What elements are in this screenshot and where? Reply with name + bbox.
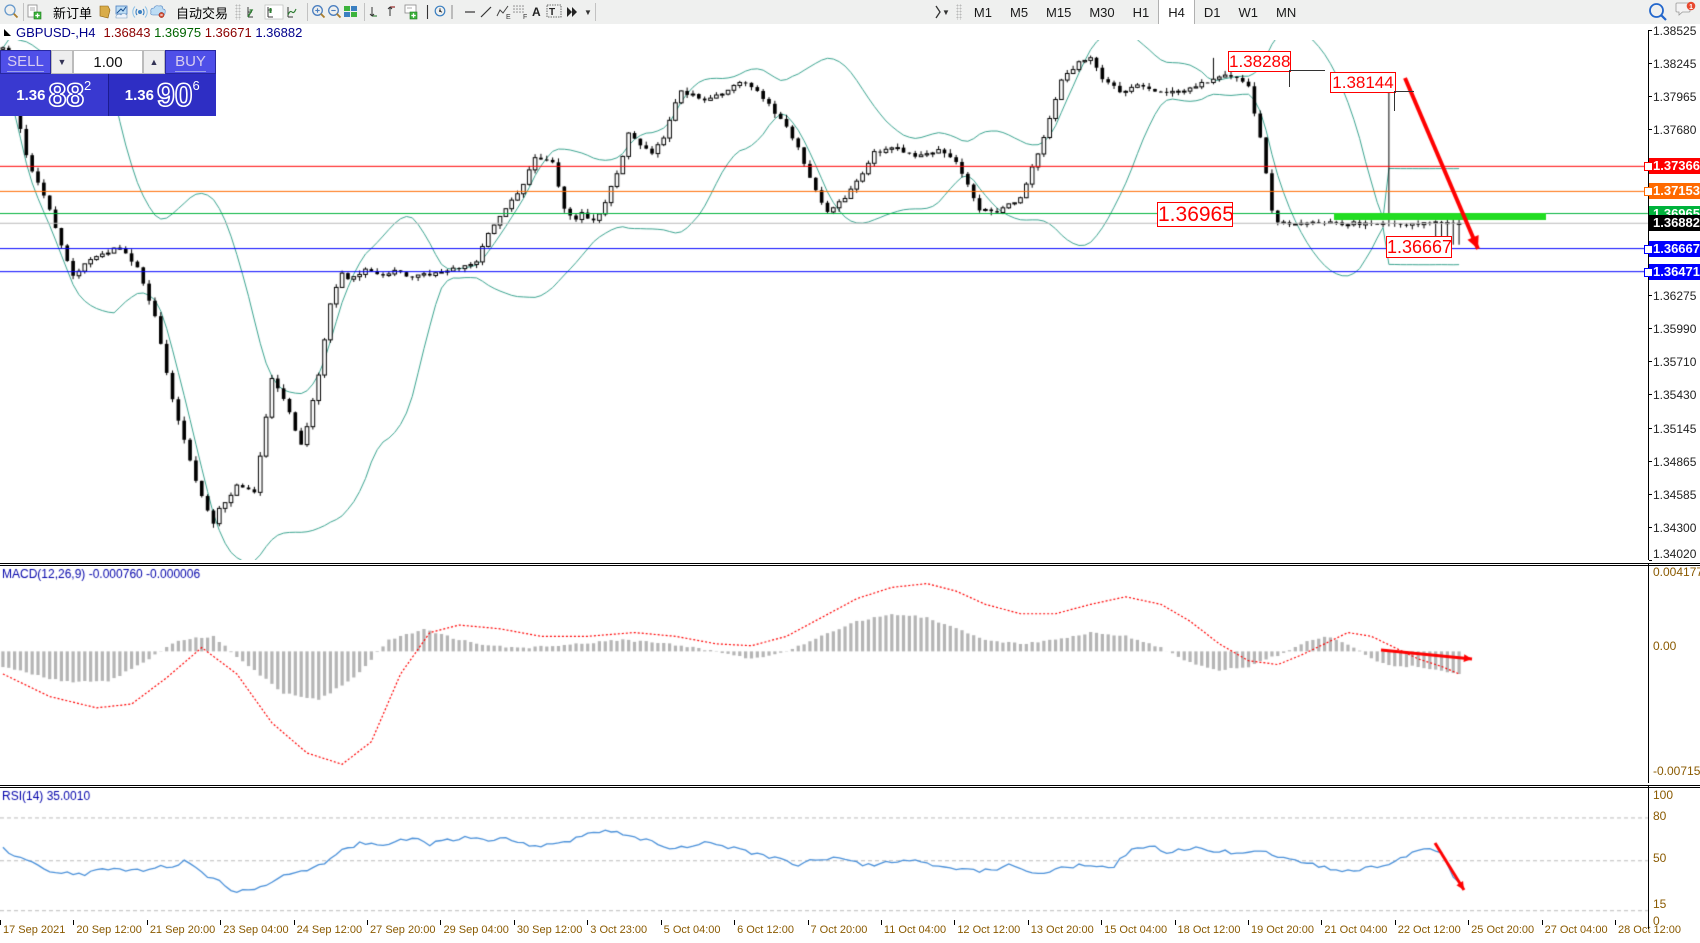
svg-text:E: E: [506, 14, 511, 20]
svg-text:1: 1: [1689, 2, 1693, 11]
svg-text:F: F: [523, 14, 527, 20]
svg-text:T: T: [549, 7, 555, 18]
svg-text:A: A: [532, 5, 541, 19]
